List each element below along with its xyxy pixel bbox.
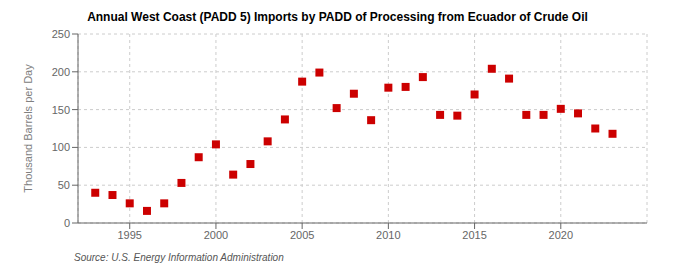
html-text:Annual West Coast (PADD 5) Imp: Annual West Coast (PADD 5) Imports by PA… bbox=[87, 10, 588, 24]
svg-text:Thousand Barrels per Day: Thousand Barrels per Day bbox=[22, 64, 34, 193]
svg-text:250: 250 bbox=[52, 28, 70, 40]
svg-text:0: 0 bbox=[64, 217, 70, 229]
svg-text:150: 150 bbox=[52, 104, 70, 116]
svg-text:2000: 2000 bbox=[204, 229, 228, 241]
svg-text:50: 50 bbox=[58, 179, 70, 191]
svg-text:2020: 2020 bbox=[549, 229, 573, 241]
html-text:Source: U.S. Energy Informatio: Source: U.S. Energy Information Administ… bbox=[74, 252, 284, 263]
svg-text:200: 200 bbox=[52, 66, 70, 78]
svg-text:2015: 2015 bbox=[462, 229, 486, 241]
svg-text:2005: 2005 bbox=[290, 229, 314, 241]
svg-text:2010: 2010 bbox=[376, 229, 400, 241]
svg-text:1995: 1995 bbox=[117, 229, 141, 241]
svg-text:100: 100 bbox=[52, 141, 70, 153]
